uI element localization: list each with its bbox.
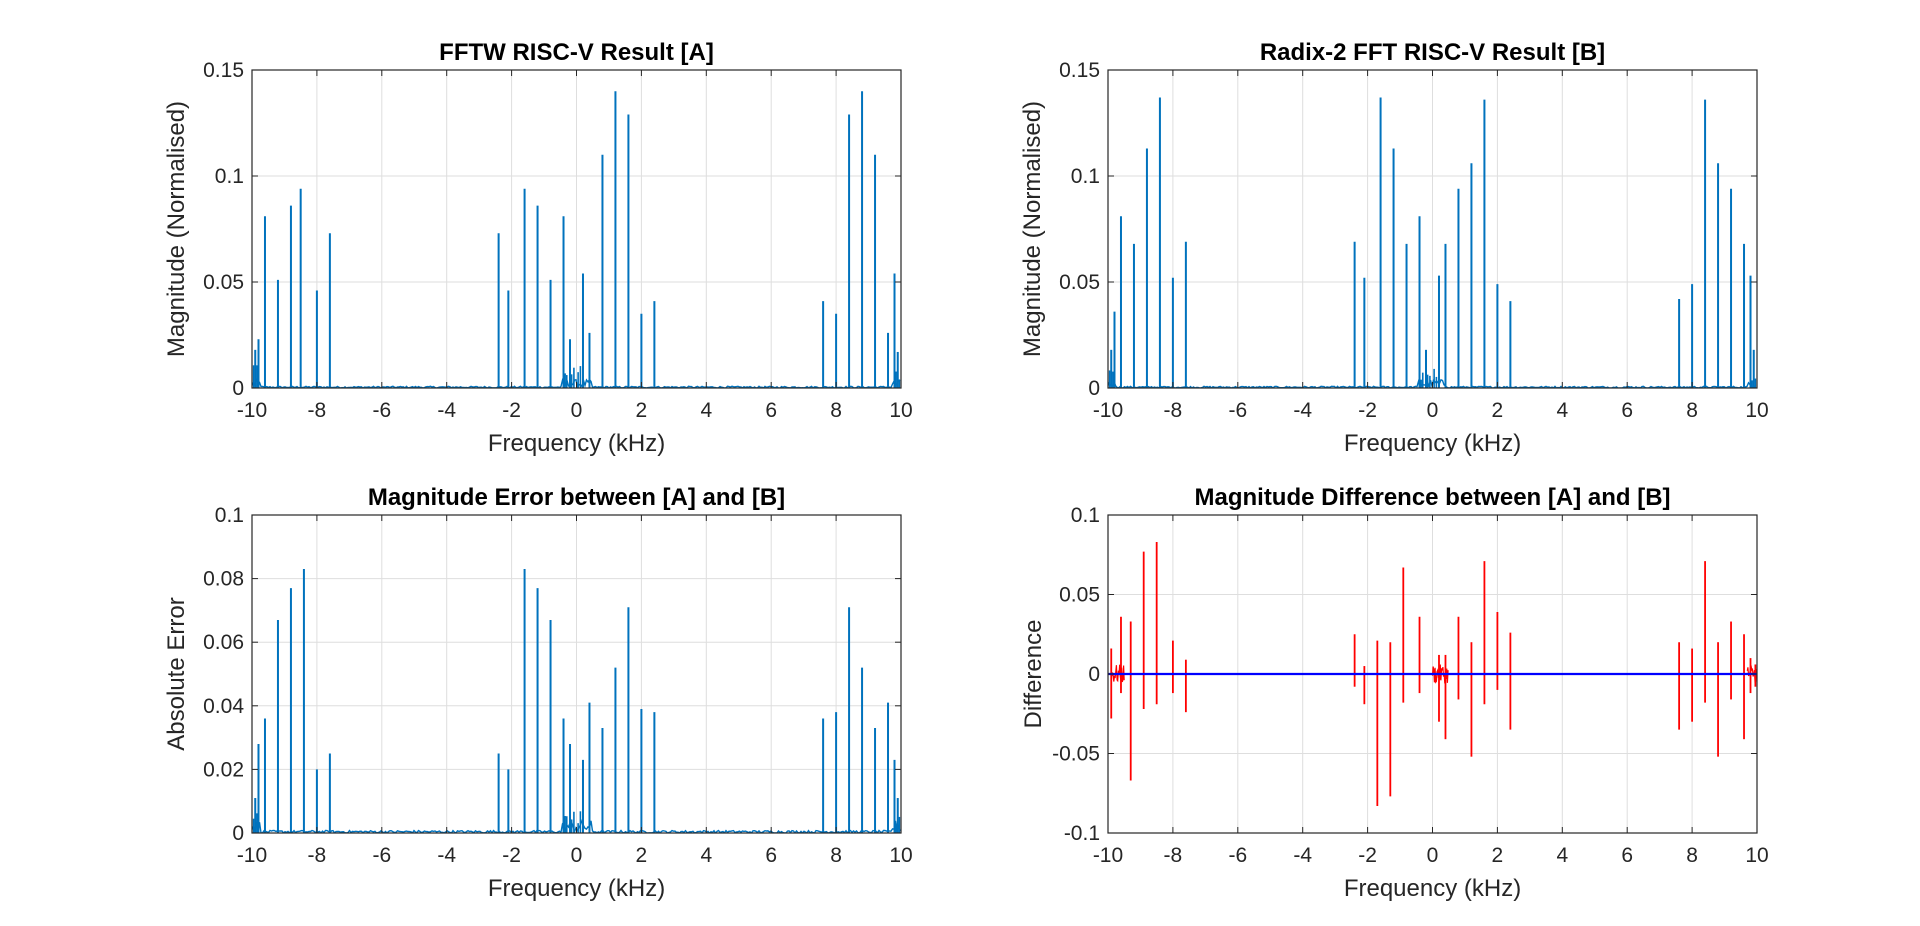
plot-area — [252, 91, 901, 388]
y-tick-label: 0.1 — [1071, 165, 1100, 188]
x-tick-label: 0 — [571, 399, 583, 422]
x-tick-label: -2 — [502, 399, 521, 422]
x-tick-label: 4 — [700, 844, 712, 867]
x-tick-label: 8 — [830, 844, 842, 867]
y-tick-label: 0.05 — [1059, 584, 1100, 607]
y-tick-label: 0 — [1088, 377, 1100, 400]
x-tick-label: 2 — [1492, 844, 1504, 867]
x-tick-label: -8 — [1164, 844, 1183, 867]
x-tick-label: -6 — [1228, 399, 1247, 422]
subplot-3: -10 -8 -6 -4 -2 0 2 4 6 8 10 0 0.02 0.04 0.06 0.08 0.1 Ma… — [163, 484, 913, 902]
y-tick-label: 0 — [1088, 663, 1100, 686]
x-tick-label: 6 — [765, 844, 777, 867]
x-tick-label: 0 — [571, 844, 583, 867]
x-tick-label: 4 — [1556, 399, 1568, 422]
y-tick-label: 0.05 — [1059, 271, 1100, 294]
x-tick-label: 4 — [700, 399, 712, 422]
x-tick-label: 10 — [1745, 844, 1768, 867]
y-axis-label: Absolute Error — [163, 597, 190, 750]
y-tick-label: 0.08 — [203, 568, 244, 591]
x-tick-label: 10 — [889, 844, 912, 867]
subplot-1: -10 -8 -6 -4 -2 0 2 4 6 8 10 0 0.05 0.1 0.15 FFTW RISC-… — [163, 39, 913, 457]
y-tick-label: 0.05 — [203, 271, 244, 294]
y-tick-label: 0.1 — [1071, 504, 1100, 527]
y-tick-label: 0 — [232, 377, 244, 400]
x-axis-label: Frequency (kHz) — [488, 430, 665, 457]
y-tick-label: 0 — [232, 822, 244, 845]
y-tick-label: -0.1 — [1064, 822, 1100, 845]
y-tick-label: 0.04 — [203, 695, 244, 718]
x-tick-label: 2 — [636, 399, 648, 422]
x-tick-label: -6 — [372, 844, 391, 867]
x-tick-label: 8 — [830, 399, 842, 422]
x-tick-label: 0 — [1427, 399, 1439, 422]
x-tick-label: -2 — [1358, 844, 1377, 867]
x-tick-label: 10 — [1745, 399, 1768, 422]
x-tick-label: -2 — [502, 844, 521, 867]
x-tick-label: 0 — [1427, 844, 1439, 867]
subplot-2: -10 -8 -6 -4 -2 0 2 4 6 8 10 0 0.05 0.1 0.15 Radix-2 FF… — [1019, 39, 1769, 457]
subplot-4: -10 -8 -6 -4 -2 0 2 4 6 8 10 -0.1 -0.05 0 0.05 0.1 Magni… — [1020, 484, 1769, 902]
x-tick-label: 6 — [765, 399, 777, 422]
x-tick-label: -8 — [308, 399, 327, 422]
y-tick-label: 0.1 — [215, 504, 244, 527]
x-tick-label: -10 — [1093, 399, 1123, 422]
x-tick-label: 8 — [1686, 844, 1698, 867]
x-tick-label: 6 — [1621, 399, 1633, 422]
x-tick-label: -6 — [1228, 844, 1247, 867]
y-tick-label: 0.1 — [215, 165, 244, 188]
chart-title: FFTW RISC-V Result [A] — [439, 39, 714, 66]
x-axis-label: Frequency (kHz) — [1344, 430, 1521, 457]
chart-title: Magnitude Error between [A] and [B] — [368, 484, 785, 511]
x-tick-label: -6 — [372, 399, 391, 422]
plot-area — [252, 569, 901, 833]
chart-title: Radix-2 FFT RISC-V Result [B] — [1260, 39, 1605, 66]
y-axis-label: Magnitude (Normalised) — [163, 101, 190, 357]
x-tick-label: 8 — [1686, 399, 1698, 422]
difference-noise — [1110, 664, 1125, 683]
x-tick-label: -4 — [1293, 844, 1312, 867]
x-tick-label: -4 — [1293, 399, 1312, 422]
y-axis-label: Difference — [1020, 620, 1047, 729]
x-tick-label: 10 — [889, 399, 912, 422]
y-tick-label: 0.06 — [203, 631, 244, 654]
x-tick-label: 4 — [1556, 844, 1568, 867]
x-tick-label: -4 — [437, 399, 456, 422]
difference-noise — [1431, 664, 1449, 684]
noise-floor — [252, 377, 901, 388]
y-axis-label: Magnitude (Normalised) — [1019, 101, 1046, 357]
chart-title: Magnitude Difference between [A] and [B] — [1194, 484, 1670, 511]
x-tick-label: 6 — [1621, 844, 1633, 867]
x-tick-label: -8 — [1164, 399, 1183, 422]
y-tick-label: -0.05 — [1052, 743, 1100, 766]
x-axis-label: Frequency (kHz) — [488, 875, 665, 902]
x-tick-label: 2 — [636, 844, 648, 867]
x-tick-label: -8 — [308, 844, 327, 867]
x-axis-label: Frequency (kHz) — [1344, 875, 1521, 902]
y-tick-label: 0.15 — [203, 59, 244, 82]
difference-noise — [1746, 664, 1757, 684]
plot-area — [1108, 542, 1757, 806]
x-tick-label: -4 — [437, 844, 456, 867]
y-tick-label: 0.15 — [1059, 59, 1100, 82]
x-tick-label: 2 — [1492, 399, 1504, 422]
x-tick-label: -2 — [1358, 399, 1377, 422]
x-tick-label: -10 — [1093, 844, 1123, 867]
y-tick-label: 0.02 — [203, 758, 244, 781]
x-tick-label: -10 — [237, 844, 267, 867]
x-tick-label: -10 — [237, 399, 267, 422]
